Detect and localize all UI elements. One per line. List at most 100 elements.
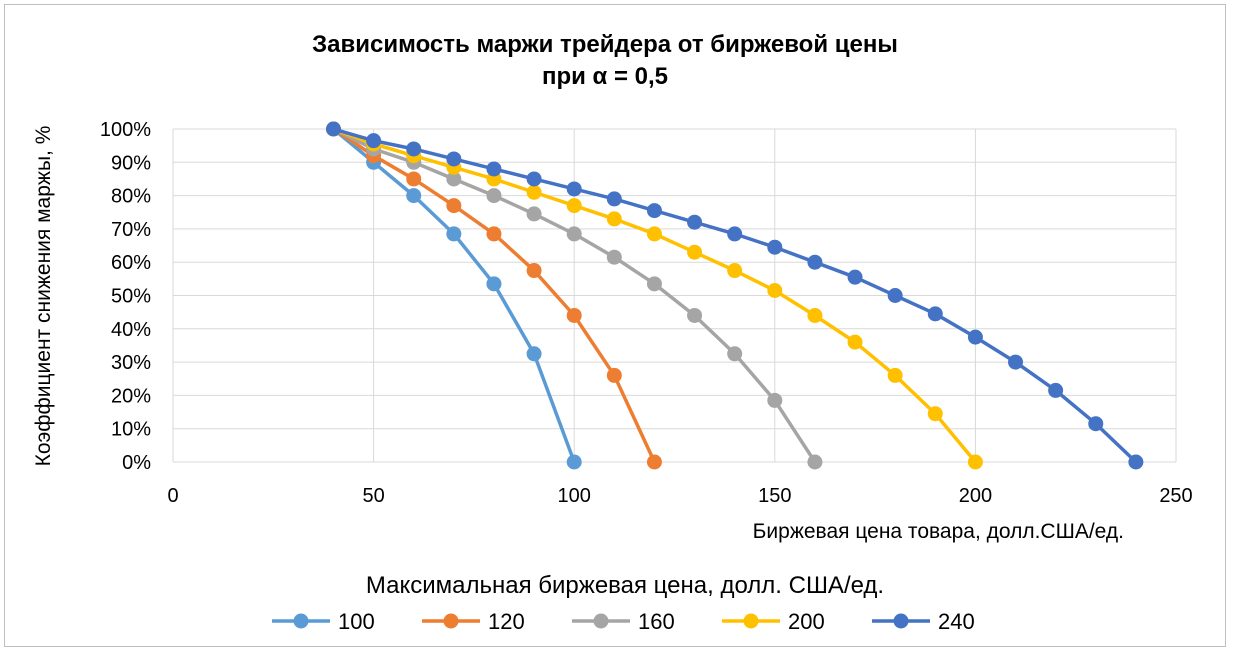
data-point-240: [767, 239, 783, 255]
data-point-100: [406, 188, 422, 204]
y-axis-label: Коэффициент снижения маржы, %: [32, 126, 55, 467]
legend-item-200: 200: [722, 609, 825, 634]
data-point-240: [727, 226, 743, 242]
legend-item-120: 120: [422, 609, 525, 634]
data-point-160: [687, 307, 703, 323]
legend-marker: [443, 613, 459, 629]
data-point-240: [1048, 382, 1064, 398]
y-tick-label: 20%: [111, 385, 151, 407]
chart-title-line1: Зависимость маржи трейдера от биржевой ц…: [312, 31, 898, 58]
data-point-240: [325, 121, 341, 137]
data-point-160: [767, 392, 783, 408]
data-point-160: [727, 346, 743, 362]
legend-marker: [593, 613, 609, 629]
data-point-200: [887, 367, 903, 383]
legend-item-100: 100: [272, 609, 375, 634]
gridlines: [172, 128, 1177, 463]
data-point-240: [606, 191, 622, 207]
data-point-200: [606, 211, 622, 227]
data-point-100: [486, 276, 502, 292]
data-point-200: [807, 307, 823, 323]
data-point-100: [526, 346, 542, 362]
legend-marker: [293, 613, 309, 629]
series-240: [325, 121, 1144, 470]
x-tick-label: 200: [959, 485, 992, 507]
data-point-100: [446, 226, 462, 242]
data-point-240: [406, 141, 422, 157]
y-tick-label: 60%: [111, 252, 151, 274]
data-point-200: [847, 334, 863, 350]
x-tick-label: 150: [758, 485, 791, 507]
x-axis-label: Биржевая цена товара, долл.США/ед.: [753, 520, 1124, 543]
data-point-240: [1088, 416, 1104, 432]
legend-title: Максимальная биржевая цена, долл. США/ед…: [366, 572, 884, 599]
data-point-200: [566, 198, 582, 214]
data-point-160: [486, 188, 502, 204]
x-tick-label: 0: [167, 485, 178, 507]
data-point-120: [446, 198, 462, 214]
data-point-120: [646, 454, 662, 470]
data-point-160: [807, 454, 823, 470]
y-tick-label: 30%: [111, 352, 151, 374]
data-point-120: [486, 226, 502, 242]
legend: 100 120 160 200 240: [272, 609, 975, 634]
legend-marker: [893, 613, 909, 629]
legend-label: 100: [338, 609, 375, 634]
legend-item-240: 240: [872, 609, 975, 634]
data-point-100: [566, 454, 582, 470]
y-tick-label: 100%: [100, 119, 151, 141]
data-point-240: [687, 214, 703, 230]
data-point-160: [526, 206, 542, 222]
data-point-240: [1008, 354, 1024, 370]
data-point-200: [967, 454, 983, 470]
data-point-160: [646, 276, 662, 292]
data-point-240: [646, 203, 662, 219]
data-point-240: [566, 181, 582, 197]
data-point-120: [526, 263, 542, 279]
legend-label: 160: [638, 609, 675, 634]
data-point-160: [446, 171, 462, 187]
data-point-200: [927, 406, 943, 422]
data-point-240: [847, 269, 863, 285]
series-group: [325, 121, 1144, 470]
x-tick-label: 50: [362, 485, 384, 507]
x-tick-label: 100: [558, 485, 591, 507]
data-point-240: [967, 329, 983, 345]
chart-frame: [4, 4, 1226, 647]
data-point-240: [887, 288, 903, 303]
data-point-240: [526, 171, 542, 187]
data-point-240: [807, 254, 823, 270]
y-tick-label: 50%: [111, 286, 151, 308]
data-point-120: [566, 307, 582, 323]
data-point-200: [526, 184, 542, 200]
data-point-200: [687, 244, 703, 260]
data-point-200: [646, 226, 662, 242]
data-point-240: [446, 151, 462, 167]
legend-label: 120: [488, 609, 525, 634]
legend-label: 200: [788, 609, 825, 634]
y-tick-label: 10%: [111, 419, 151, 441]
data-point-240: [366, 133, 382, 149]
legend-label: 240: [938, 609, 975, 634]
y-tick-label: 80%: [111, 186, 151, 208]
chart-title-line2: при α = 0,5: [542, 63, 668, 90]
y-tick-label: 40%: [111, 319, 151, 341]
data-point-200: [767, 283, 783, 299]
x-tick-label: 250: [1159, 485, 1192, 507]
y-tick-label: 90%: [111, 152, 151, 174]
data-point-120: [406, 171, 422, 187]
data-point-240: [1128, 454, 1144, 470]
data-point-120: [606, 367, 622, 383]
legend-item-160: 160: [572, 609, 675, 634]
data-point-160: [606, 249, 622, 265]
y-tick-label: 0%: [122, 452, 151, 474]
y-axis-ticks: 0% 10% 20% 30% 40% 50% 60% 70% 80% 90% 100%: [100, 119, 151, 474]
data-point-200: [727, 263, 743, 279]
y-tick-label: 70%: [111, 219, 151, 241]
data-point-240: [486, 161, 502, 177]
data-point-240: [927, 306, 943, 322]
x-axis-ticks: 0 50 100 150 200 250: [167, 485, 1192, 507]
legend-marker: [743, 613, 759, 629]
data-point-160: [566, 226, 582, 242]
